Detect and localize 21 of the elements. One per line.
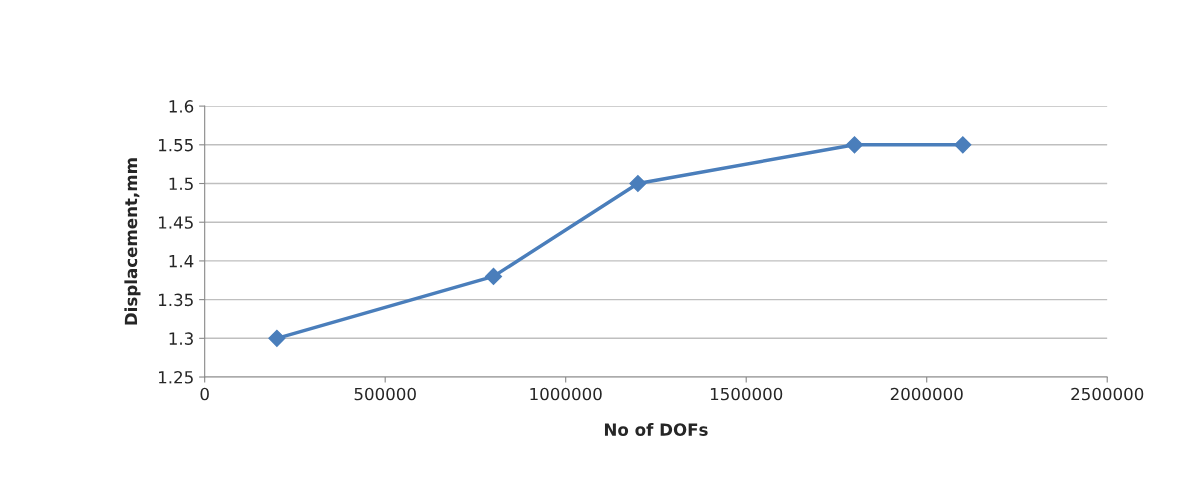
x-tick-label: 0 xyxy=(200,387,209,401)
y-tick-label: 1.55 xyxy=(158,138,193,152)
point xyxy=(845,136,864,154)
point xyxy=(268,329,286,347)
y-tick-label: 1.25 xyxy=(158,370,193,384)
x-tick-label: 500000 xyxy=(354,387,416,401)
point xyxy=(484,267,503,285)
y-tick-label: 1.3 xyxy=(169,332,193,345)
x-axis-title: No of DOFs xyxy=(604,423,708,436)
y-axis-title: Displacement,mm xyxy=(124,158,141,325)
point xyxy=(954,136,972,154)
x-tick-label: 1500000 xyxy=(710,387,783,401)
y-tick-label: 1.35 xyxy=(158,293,193,307)
y-tick-label: 1.45 xyxy=(158,216,193,229)
x-tick-label: 2500000 xyxy=(1071,387,1144,401)
y-tick-label: 1.6 xyxy=(169,100,194,113)
point xyxy=(629,174,647,193)
y-tick-label: 1.4 xyxy=(169,255,194,268)
x-tick-label: 2000000 xyxy=(890,387,963,401)
x-tick-label: 1000000 xyxy=(530,387,602,401)
y-tick-label: 1.5 xyxy=(169,177,193,191)
